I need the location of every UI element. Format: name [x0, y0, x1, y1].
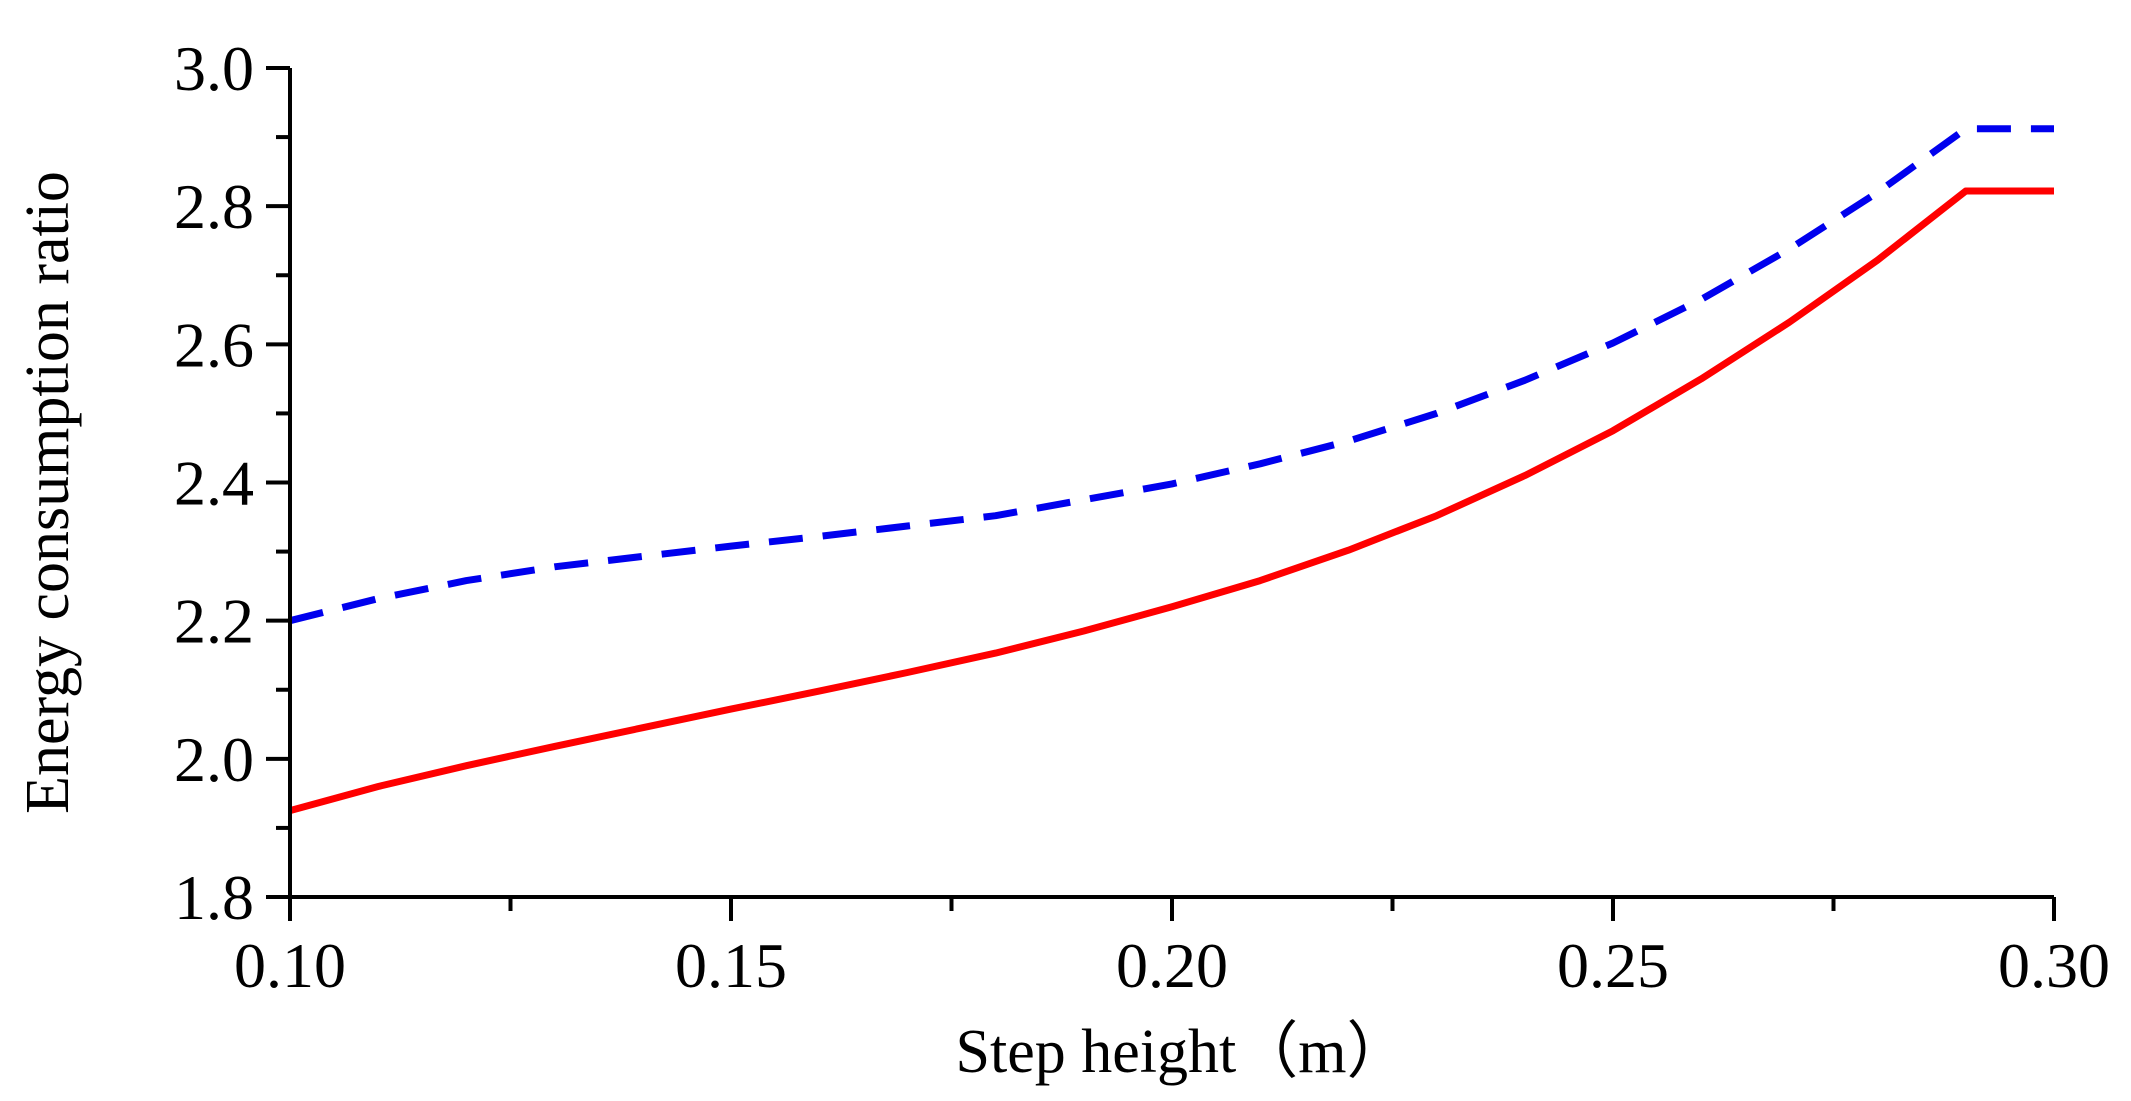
x-tick-label: 0.15: [675, 930, 787, 1001]
y-tick-label: 1.8: [174, 862, 254, 933]
series-line-dashed: [289, 125, 2054, 625]
x-tick-labels: 0.10 0.15 0.20 0.25 0.30: [234, 930, 2110, 1001]
y-tick-label: 2.0: [174, 724, 254, 795]
series-layer: [289, 125, 2054, 814]
y-tick-label: 2.8: [174, 171, 254, 242]
x-tick-label: 0.30: [1998, 930, 2110, 1001]
y-tick-label: 2.2: [174, 586, 254, 657]
x-axis-title: Step height（m）: [956, 1018, 1409, 1086]
x-tick-label: 0.10: [234, 930, 346, 1001]
y-tick-labels: 1.8 2.0 2.2 2.4 2.6 2.8 3.0: [174, 33, 254, 933]
y-tick-label: 2.4: [174, 448, 254, 519]
axis-ticks: [266, 66, 2056, 921]
x-tick-label: 0.25: [1557, 930, 1669, 1001]
x-tick-label: 0.20: [1116, 930, 1228, 1001]
y-tick-label: 2.6: [174, 309, 254, 380]
y-axis-title: Energy consumption ratio: [14, 171, 82, 814]
y-tick-label: 3.0: [174, 33, 254, 104]
series-line-solid: [289, 187, 2054, 814]
